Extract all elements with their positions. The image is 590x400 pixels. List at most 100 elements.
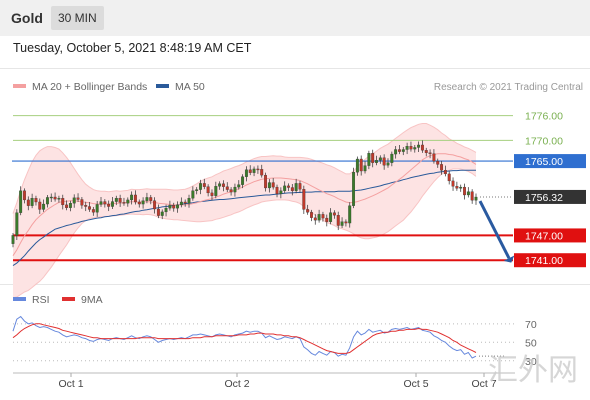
candle-body bbox=[237, 184, 241, 188]
candle-body bbox=[256, 168, 260, 171]
candle-body bbox=[225, 186, 229, 190]
candle-body bbox=[103, 201, 107, 205]
candle-body bbox=[378, 157, 382, 161]
candle-body bbox=[398, 149, 401, 152]
candle-body bbox=[202, 183, 206, 187]
legend-ma50-label: MA 50 bbox=[175, 81, 205, 93]
level-label-1765.00: 1765.00 bbox=[525, 156, 563, 168]
candle-body bbox=[38, 201, 42, 210]
divider-middle bbox=[0, 284, 590, 285]
candles-layer bbox=[11, 140, 515, 263]
candle-body bbox=[332, 212, 336, 216]
candle-body bbox=[459, 186, 463, 189]
candle-body bbox=[310, 212, 313, 218]
candle-body bbox=[183, 201, 187, 204]
candle-body bbox=[218, 183, 222, 187]
candle-body bbox=[394, 149, 398, 155]
candle-body bbox=[241, 176, 245, 185]
divider-top bbox=[0, 68, 590, 69]
level-label-1756.32: 1756.32 bbox=[525, 192, 563, 204]
candle-body bbox=[420, 144, 424, 151]
indicator-lines-layer bbox=[12, 153, 477, 267]
candle-body bbox=[463, 186, 466, 196]
candle-body bbox=[287, 185, 290, 188]
level-label-1741.00: 1741.00 bbox=[525, 255, 563, 267]
candle-body bbox=[30, 198, 34, 206]
candle-body bbox=[145, 197, 149, 201]
forecast-arrowhead-icon bbox=[503, 255, 515, 263]
candle-body bbox=[80, 199, 84, 206]
legend-9ma-label: 9MA bbox=[81, 294, 103, 306]
candle-body bbox=[122, 202, 126, 204]
candle-body bbox=[271, 182, 275, 188]
candle-body bbox=[222, 183, 225, 187]
legend-rsi-swatch bbox=[13, 297, 26, 301]
candle-body bbox=[355, 158, 359, 173]
candle-body bbox=[474, 196, 478, 201]
candle-body bbox=[428, 152, 432, 154]
header-bar: Gold 30 MIN bbox=[0, 0, 590, 36]
candle-body bbox=[61, 198, 65, 206]
rsi-tick-70: 70 bbox=[525, 319, 537, 331]
candle-body bbox=[267, 182, 271, 189]
candle-body bbox=[455, 186, 459, 189]
copyright-text: Research © 2021 Trading Central bbox=[434, 82, 583, 93]
candle-body bbox=[187, 198, 191, 204]
legend-ma50: MA 50 bbox=[156, 81, 205, 93]
candle-body bbox=[382, 157, 386, 166]
candle-body bbox=[371, 153, 375, 163]
candle-body bbox=[451, 180, 455, 187]
x-tick-label: Oct 5 bbox=[403, 378, 428, 390]
candle-body bbox=[352, 172, 356, 206]
candle-body bbox=[195, 189, 199, 191]
candle-body bbox=[11, 235, 15, 244]
candle-body bbox=[34, 198, 38, 203]
legend-rsi-label: RSI bbox=[32, 294, 50, 306]
candle-body bbox=[317, 214, 321, 221]
candle-body bbox=[375, 160, 378, 163]
candle-body bbox=[252, 168, 256, 173]
candle-body bbox=[405, 146, 409, 150]
candle-body bbox=[298, 183, 302, 190]
candle-body bbox=[65, 204, 69, 208]
candle-body bbox=[206, 186, 210, 194]
candle-body bbox=[290, 187, 294, 191]
candle-body bbox=[401, 149, 405, 152]
rsi-layer: 70 50 30 Oct 1 Oct 2 Oct 5 Oct 7 bbox=[12, 315, 537, 390]
candle-body bbox=[91, 209, 95, 213]
candle-body bbox=[359, 158, 363, 172]
candle-body bbox=[344, 221, 348, 224]
rsi-tick-50: 50 bbox=[525, 337, 537, 349]
candle-body bbox=[329, 212, 333, 222]
candle-body bbox=[348, 205, 352, 224]
candle-body bbox=[168, 205, 172, 209]
candle-body bbox=[436, 160, 440, 165]
legend-rsi: RSI bbox=[13, 294, 50, 306]
legend-9ma: 9MA bbox=[62, 294, 103, 306]
candle-body bbox=[244, 169, 248, 177]
candle-body bbox=[386, 162, 390, 166]
candle-body bbox=[45, 197, 49, 205]
candle-body bbox=[283, 185, 287, 191]
level-label-box-1756.32 bbox=[514, 189, 586, 204]
level-lines-layer bbox=[12, 115, 513, 262]
candle-body bbox=[118, 198, 122, 203]
candle-body bbox=[15, 212, 19, 236]
candle-body bbox=[99, 201, 103, 205]
candle-body bbox=[23, 190, 26, 201]
candle-body bbox=[363, 165, 367, 172]
candle-body bbox=[233, 186, 237, 193]
candle-body bbox=[321, 214, 325, 219]
watermark-text: 汇外网 bbox=[488, 353, 578, 388]
candle-body bbox=[229, 189, 233, 193]
timeframe-button[interactable]: 30 MIN bbox=[51, 6, 104, 30]
legend-bollinger-label: MA 20 + Bollinger Bands bbox=[32, 81, 147, 93]
candle-body bbox=[130, 194, 134, 201]
candle-body bbox=[49, 196, 53, 199]
candle-body bbox=[179, 201, 183, 206]
candle-body bbox=[176, 204, 179, 209]
candle-body bbox=[172, 205, 176, 209]
candle-body bbox=[191, 190, 195, 199]
label-layer: 1776.00 1770.00 1765.00 1756.32 1747.00 1741.… bbox=[514, 111, 586, 268]
